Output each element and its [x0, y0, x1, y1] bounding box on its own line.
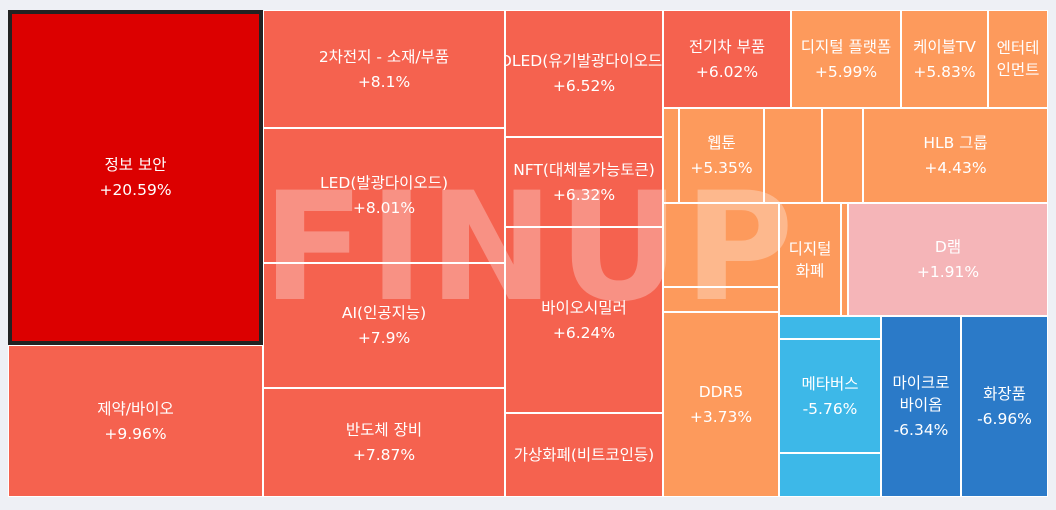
tile-name: D램 [934, 238, 962, 256]
tile-change: +6.24% [552, 323, 616, 342]
tile-name: 케이블TV [913, 37, 976, 56]
tile-change: +7.9% [357, 329, 411, 347]
treemap-tile-unlabeled[interactable] [663, 287, 779, 312]
treemap-tile[interactable]: HLB 그룹 +4.43% [863, 108, 1048, 203]
tile-change: +5.99% [814, 62, 878, 81]
tile-change: +4.43% [924, 159, 987, 177]
tile-name: NFT(대체불가능토큰) [513, 160, 655, 179]
treemap-tile[interactable]: 가상화폐(비트코인등) [505, 413, 663, 497]
tile-name: 정보 보안 [104, 156, 167, 174]
treemap-tile-unlabeled[interactable] [779, 453, 881, 497]
treemap-tile[interactable]: 전기차 부품 +6.02% [663, 10, 791, 108]
treemap-tile[interactable]: 2차전지 - 소재/부품 +8.1% [263, 10, 505, 128]
tile-change: -6.96% [977, 410, 1032, 428]
tile-change: +5.83% [913, 62, 976, 81]
treemap-tile[interactable]: OLED(유기발광다이오드) +6.52% [505, 10, 663, 137]
treemap-tile-unlabeled[interactable] [779, 316, 881, 339]
treemap-tile[interactable]: 마이크로바이옴 -6.34% [881, 316, 961, 497]
tile-change: +3.73% [689, 408, 753, 426]
treemap-tile[interactable]: 화장품 -6.96% [961, 316, 1048, 497]
treemap-tile[interactable]: 제약/바이오 +9.96% [8, 345, 263, 497]
tile-name: 메타버스 [801, 374, 859, 393]
tile-change: -5.76% [802, 399, 858, 418]
treemap-tile-unlabeled[interactable] [663, 203, 779, 287]
tile-name: 웹툰 [707, 134, 736, 152]
treemap-tile-unlabeled[interactable] [663, 108, 679, 203]
tile-name: OLED(유기발광다이오드) [505, 52, 663, 70]
tile-name: HLB 그룹 [923, 134, 988, 152]
treemap-tile[interactable]: AI(인공지능) +7.9% [263, 263, 505, 388]
tile-change: +7.87% [352, 446, 416, 464]
tile-name: 바이오시밀러 [541, 298, 627, 317]
treemap-tile[interactable]: 반도체 장비 +7.87% [263, 388, 505, 497]
tile-name: 디지털화폐 [788, 239, 832, 280]
treemap-tile[interactable]: 디지털화폐 [779, 203, 841, 316]
treemap-tile[interactable]: LED(발광다이오드) +8.01% [263, 128, 505, 263]
treemap-tile-unlabeled[interactable] [822, 108, 863, 203]
tile-change: +6.52% [552, 77, 616, 95]
tile-name: 2차전지 - 소재/부품 [318, 47, 450, 66]
tile-change: +9.96% [104, 424, 167, 443]
tile-change: +8.01% [352, 199, 416, 217]
tile-change: -6.34% [893, 421, 949, 439]
treemap-tile[interactable]: 메타버스 -5.76% [779, 339, 881, 453]
tile-name: 마이크로바이옴 [892, 374, 950, 414]
treemap-tile-unlabeled[interactable] [841, 203, 848, 316]
tile-name: 화장품 [983, 385, 1026, 403]
treemap-tile[interactable]: DDR5 +3.73% [663, 312, 779, 497]
tile-name: 디지털 플랫폼 [800, 37, 892, 56]
treemap-tile[interactable]: NFT(대체불가능토큰) +6.32% [505, 137, 663, 227]
treemap-tile[interactable]: 바이오시밀러 +6.24% [505, 227, 663, 413]
tile-change: +5.35% [690, 159, 753, 177]
tile-change: +6.32% [552, 185, 616, 204]
tile-name: 엔터테인먼트 [996, 39, 1040, 79]
tile-name: 가상화폐(비트코인등) [513, 446, 655, 464]
treemap-tile-unlabeled[interactable] [764, 108, 822, 203]
tile-name: LED(발광다이오드) [319, 174, 449, 192]
tile-name: 반도체 장비 [345, 421, 423, 439]
treemap-tile[interactable]: 웹툰 +5.35% [679, 108, 764, 203]
treemap-tile[interactable]: 디지털 플랫폼 +5.99% [791, 10, 901, 108]
tile-name: AI(인공지능) [341, 304, 427, 322]
treemap-tile[interactable]: 케이블TV +5.83% [901, 10, 988, 108]
tile-name: 전기차 부품 [688, 37, 766, 56]
tile-change: +8.1% [357, 72, 411, 91]
treemap-tile[interactable]: D램 +1.91% [848, 203, 1048, 316]
tile-name: DDR5 [698, 383, 744, 401]
tile-change: +20.59% [99, 181, 172, 199]
tile-change: +6.02% [695, 62, 759, 81]
tile-change: +1.91% [916, 263, 980, 281]
tile-name: 제약/바이오 [97, 399, 174, 418]
treemap-tile[interactable]: 정보 보안 +20.59% [8, 10, 263, 345]
treemap-tile[interactable]: 엔터테인먼트 [988, 10, 1048, 108]
